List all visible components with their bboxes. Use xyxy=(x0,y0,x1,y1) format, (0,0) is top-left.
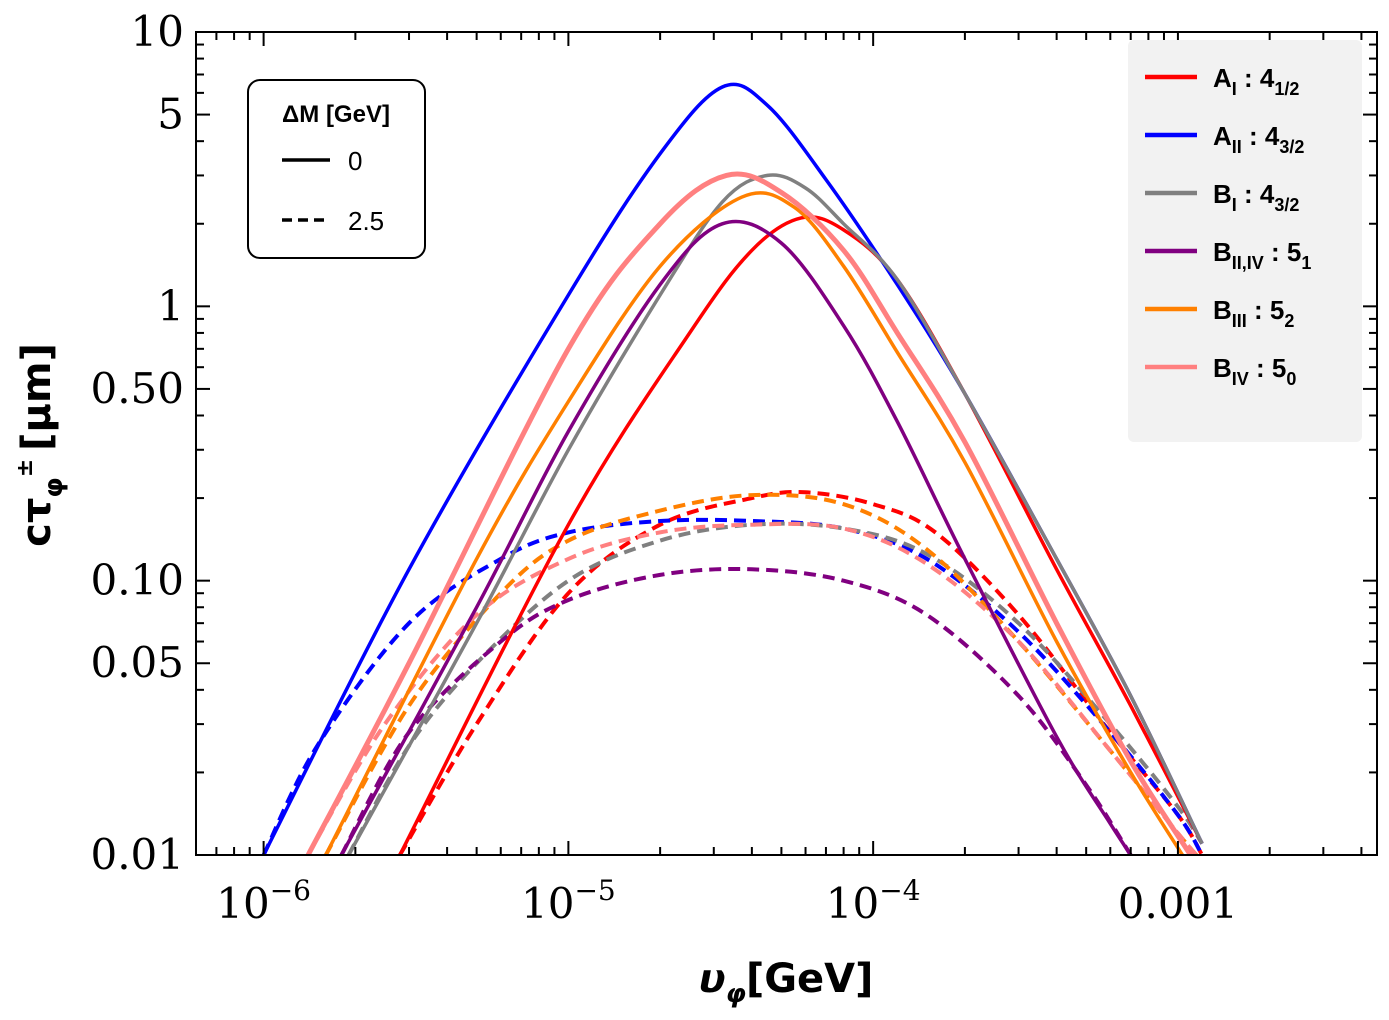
series-0-dashed-line xyxy=(398,490,1204,855)
legend-label-rep: : 4 xyxy=(1242,121,1280,151)
style-legend-title: ΔM [GeV] xyxy=(282,101,390,128)
y-tick-label-4: 1 xyxy=(157,281,184,330)
y-axis-title-unit: [μm] xyxy=(14,343,60,451)
x-tick-label-base: 10 xyxy=(521,879,574,928)
legend-label-sub: II xyxy=(1232,137,1242,157)
style-legend-box xyxy=(247,79,426,259)
x-axis-title-main: υ xyxy=(699,956,726,1002)
style-legend-dashed-label: 2.5 xyxy=(348,206,384,236)
legend-label-rep-sub: 3/2 xyxy=(1279,137,1304,157)
x-tick-label-exp: −4 xyxy=(879,874,920,907)
x-tick-label-base: 10 xyxy=(216,879,269,928)
legend-label-rep-sub: 2 xyxy=(1284,311,1294,331)
legend-label-sub: I xyxy=(1232,79,1237,99)
series-0-solid-line xyxy=(398,215,1204,855)
legend-label-2: BI : 43/2 xyxy=(1213,179,1299,215)
legend-label-rep: : 4 xyxy=(1237,179,1275,209)
x-axis-title-unit: [GeV] xyxy=(746,956,873,1002)
curves-layer xyxy=(261,82,1204,855)
legend-label-main: B xyxy=(1213,237,1232,267)
x-tick-label-2: 10−4 xyxy=(826,874,921,928)
y-tick-label-3: 0.50 xyxy=(90,364,184,413)
legend-label-rep: : 4 xyxy=(1237,63,1275,93)
y-tick-label-1: 0.05 xyxy=(90,638,184,687)
series-2-solid-line xyxy=(347,173,1204,855)
style-legend-solid-label: 0 xyxy=(348,146,362,176)
x-tick-label-0: 10−6 xyxy=(216,874,311,928)
legend-label-rep: : 5 xyxy=(1249,353,1287,383)
series-2-dashed-line xyxy=(346,521,1204,855)
legend-label-main: B xyxy=(1213,353,1232,383)
y-axis-title-main: cτ xyxy=(14,498,60,547)
y-tick-label-2: 0.10 xyxy=(90,556,184,605)
legend-label-sub: IV xyxy=(1232,369,1249,389)
y-axis-title-sub: φ xyxy=(39,477,69,497)
ticks-layer xyxy=(195,31,1377,856)
plot-frame xyxy=(195,31,1378,856)
legend-label-5: BIV : 50 xyxy=(1213,353,1296,389)
x-tick-label-exp: −5 xyxy=(574,874,615,907)
series-3-dashed-line xyxy=(339,566,1133,855)
legend-label-3: BII,IV : 51 xyxy=(1213,237,1311,273)
legend-label-rep-sub: 1 xyxy=(1301,253,1311,273)
y-axis-title-sup: ± xyxy=(13,459,38,477)
legend-label-rep-sub: 0 xyxy=(1286,369,1296,389)
y-tick-label-5: 5 xyxy=(157,90,184,139)
legend-label-sub: I xyxy=(1232,195,1237,215)
legend-label-rep-sub: 1/2 xyxy=(1274,79,1299,99)
x-tick-label-1: 10−5 xyxy=(521,874,616,928)
y-axis-title: cτφ± [μm] xyxy=(13,343,69,547)
y-tick-label-0: 0.01 xyxy=(90,830,184,879)
legend-label-main: B xyxy=(1213,295,1232,325)
legend-label-sub: III xyxy=(1232,311,1247,331)
legend-label-0: AI : 41/2 xyxy=(1213,63,1299,99)
x-axis-title: υφ[GeV] xyxy=(699,956,874,1009)
legend-label-main: B xyxy=(1213,179,1232,209)
y-tick-label-6: 10 xyxy=(131,7,184,56)
x-tick-label-3: 0.001 xyxy=(1118,879,1238,928)
legend-label-sub: II,IV xyxy=(1232,253,1264,273)
style-legend: ΔM [GeV] 0 2.5 xyxy=(247,79,426,259)
legend-label-1: AII : 43/2 xyxy=(1213,121,1304,157)
series-legend-box xyxy=(1128,40,1362,442)
legend-label-4: BIII : 52 xyxy=(1213,295,1294,331)
x-axis-title-sub: φ xyxy=(726,979,746,1009)
series-4-solid-line xyxy=(324,191,1185,855)
legend-label-main: A xyxy=(1213,63,1232,93)
x-tick-label-exp: −6 xyxy=(270,874,311,907)
series-3-solid-line xyxy=(339,219,1133,855)
legend-label-rep: : 5 xyxy=(1264,237,1302,267)
legend-label-rep: : 5 xyxy=(1247,295,1285,325)
series-5-solid-line xyxy=(305,171,1193,855)
legend-label-main: A xyxy=(1213,121,1232,151)
x-tick-label-base: 10 xyxy=(826,879,879,928)
series-5-dashed-line xyxy=(306,521,1198,855)
legend-label-rep-sub: 3/2 xyxy=(1274,195,1299,215)
